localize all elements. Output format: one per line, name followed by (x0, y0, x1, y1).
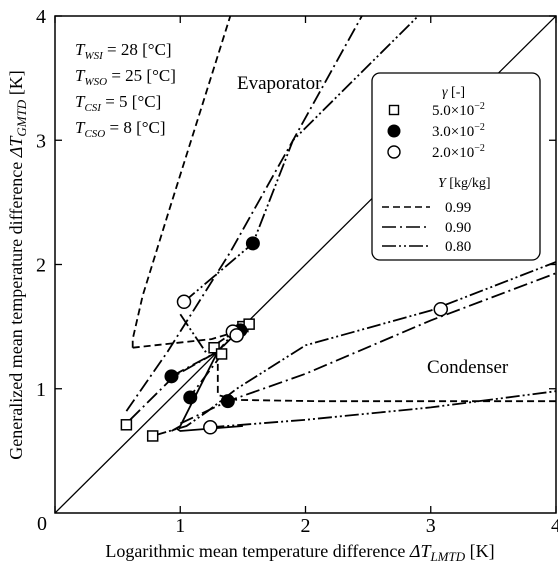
filled-circle-point-1 (183, 390, 198, 405)
condenser-label: Condenser (427, 357, 509, 378)
condition-wsi: TWSI = 28 [°C] (75, 40, 172, 62)
filled-circle-point-2 (220, 394, 235, 409)
curve-dash-dot-dot-evaporator-8 (183, 16, 419, 303)
legend: γ [-] 5.0×10−2 3.0×10−2 2.0×10−2 Y [kg/k… (371, 72, 541, 261)
y-axis-title: Generalized mean temperature difference … (6, 70, 29, 459)
x-tick-label-2: 2 (301, 515, 311, 537)
legend-open-circle-marker (387, 145, 401, 159)
x-tick-label-3: 3 (426, 515, 436, 537)
legend-gamma-entry-1: 5.0×10−2 (432, 101, 485, 119)
open-square-point-2 (208, 341, 220, 354)
legend-gamma-entry-3: 2.0×10−2 (432, 143, 485, 161)
condition-csi: TCSI = 5 [°C] (75, 92, 161, 114)
x-tick-label-4: 4 (551, 515, 558, 537)
curve-dashed-evaporator-0 (131, 16, 232, 348)
legend-box (371, 72, 541, 261)
curve-dash-dot-evaporator-4 (129, 325, 244, 421)
curve-dashed-condenser-2 (216, 363, 556, 403)
x-axis-title: Logarithmic mean temperature difference … (105, 541, 494, 562)
y-tick-label-1: 1 (36, 379, 46, 401)
curve-dash-dot-dot-condenser-11 (210, 390, 556, 429)
y-tick-label-3: 3 (36, 130, 46, 152)
filled-circle-point-0 (164, 369, 179, 384)
open-square-point-3 (215, 348, 228, 360)
y-tick-label-4: 4 (36, 6, 46, 28)
condition-wso: TWSO = 25 [°C] (75, 66, 176, 88)
legend-y-title: Y [kg/kg] (438, 176, 491, 191)
open-circle-point-0 (176, 294, 192, 310)
legend-filled-circle-marker (387, 124, 401, 138)
legend-y-entry-2: 0.90 (445, 220, 471, 236)
curve-dash-dot-dot-condenser-10 (152, 261, 556, 437)
curve-dash-dot-dot-evaporator-9 (179, 313, 234, 353)
curve-dash-dot-evaporator-3 (125, 16, 363, 412)
open-circle-point-4 (433, 301, 449, 317)
open-circle-point-1 (203, 420, 218, 435)
evaporator-label: Evaporator (237, 73, 322, 94)
legend-y-entry-3: 0.80 (445, 239, 471, 255)
legend-gamma-entry-2: 3.0×10−2 (432, 122, 485, 140)
origin-label: 0 (37, 513, 47, 535)
operating-conditions: TWSI = 28 [°C] TWSO = 25 [°C] TCSI = 5 [… (75, 40, 176, 140)
open-circle-point-3 (229, 328, 244, 343)
x-tick-label-1: 1 (175, 515, 185, 537)
open-square-point-1 (146, 430, 159, 442)
legend-y-entry-1: 0.99 (445, 200, 471, 216)
axis-ticks: 1 2 3 4 1 2 3 4 (36, 6, 558, 537)
curve-solid-condenser-12 (171, 351, 243, 432)
data-markers (120, 236, 449, 442)
legend-gamma-title: γ [-] (442, 85, 465, 100)
open-square-point-0 (120, 419, 133, 431)
condition-cso: TCSO = 8 [°C] (75, 118, 166, 140)
legend-open-square-marker (388, 104, 400, 116)
y-tick-label-2: 2 (36, 255, 46, 277)
open-square-point-5 (243, 318, 255, 330)
filled-circle-point-4 (245, 236, 260, 251)
